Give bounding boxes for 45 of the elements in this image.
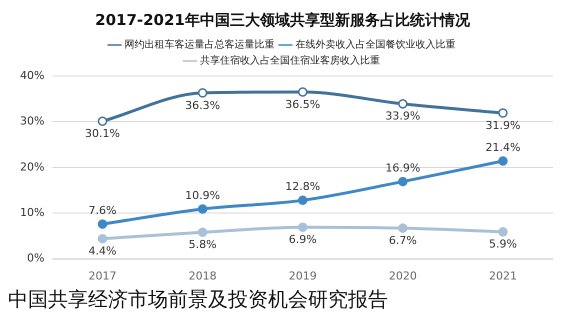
point: [198, 204, 208, 214]
data-label: 33.9%: [385, 110, 420, 123]
data-label: 5.8%: [188, 238, 217, 252]
x-tick-label: 2020: [388, 269, 417, 282]
y-tick-label: 30%: [20, 114, 44, 128]
point: [498, 108, 508, 118]
data-label: 16.9%: [385, 161, 420, 174]
point: [298, 222, 308, 232]
data-label: 36.3%: [185, 98, 220, 112]
data-label: 10.9%: [185, 188, 220, 202]
data-label: 6.9%: [288, 233, 317, 246]
point: [498, 156, 508, 166]
point: [98, 234, 108, 244]
data-label: 6.7%: [388, 234, 417, 248]
data-label: 21.4%: [485, 140, 520, 154]
point: [398, 223, 408, 233]
data-label: 5.9%: [488, 238, 517, 251]
text: 中国共享经济市场前景及投资机会研究报告: [8, 286, 389, 312]
x-tick-label: 2018: [188, 269, 217, 282]
legend-label: 网约出租车客运量占总客运量比重: [124, 38, 274, 51]
y-tick-label: 20%: [20, 160, 44, 174]
legend-label: 共享住宿收入占全国住宿业客房收入比重: [200, 54, 380, 67]
x-tick-label: 2021: [488, 269, 517, 282]
x-tick-label: 2019: [288, 269, 317, 282]
data-label: 31.9%: [485, 118, 520, 132]
chart-title: 2017-2021年中国三大领域共享型新服务占比统计情况: [95, 10, 471, 29]
y-tick-label: 10%: [20, 206, 44, 219]
y-tick-label: 40%: [20, 68, 44, 82]
point: [98, 219, 108, 229]
point: [398, 99, 408, 109]
data-label: 30.1%: [85, 127, 120, 140]
data-label: 7.6%: [88, 204, 116, 217]
data-label: 36.5%: [285, 98, 320, 111]
point: [398, 176, 408, 186]
x-tick-label: 2017: [88, 269, 117, 282]
point: [98, 116, 108, 126]
point: [198, 88, 208, 98]
point: [498, 227, 508, 237]
legend-label: 在线外卖收入占全国餐饮业收入比重: [296, 38, 456, 51]
point: [298, 196, 308, 206]
y-tick-label: 0%: [26, 252, 44, 265]
point: [198, 228, 208, 238]
data-label: 12.8%: [285, 180, 320, 194]
data-label: 4.4%: [88, 244, 116, 258]
point: [298, 87, 308, 97]
